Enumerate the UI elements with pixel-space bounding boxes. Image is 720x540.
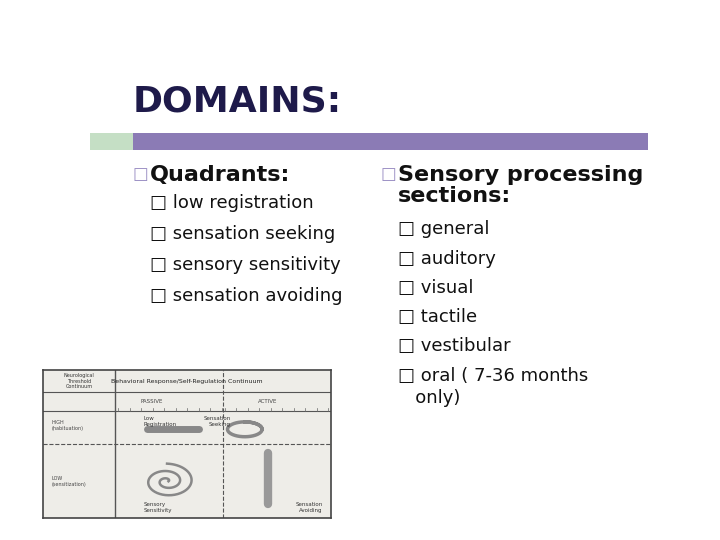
Text: □ visual: □ visual bbox=[397, 279, 473, 297]
Text: PASSIVE: PASSIVE bbox=[140, 399, 163, 404]
Text: LOW
(sensitization): LOW (sensitization) bbox=[52, 476, 86, 487]
Text: Low
Registration: Low Registration bbox=[144, 416, 177, 427]
Text: □ sensory sensitivity: □ sensory sensitivity bbox=[150, 256, 341, 274]
FancyBboxPatch shape bbox=[90, 132, 132, 150]
Text: □ general: □ general bbox=[397, 220, 489, 238]
Text: □ vestibular: □ vestibular bbox=[397, 338, 510, 355]
Text: Sensory processing: Sensory processing bbox=[397, 165, 643, 185]
Text: □ tactile: □ tactile bbox=[397, 308, 477, 326]
Text: Quadrants:: Quadrants: bbox=[150, 165, 290, 185]
Text: DOMAINS:: DOMAINS: bbox=[132, 85, 342, 119]
Text: Sensation
Avoiding: Sensation Avoiding bbox=[295, 502, 323, 513]
Text: Sensory
Sensitivity: Sensory Sensitivity bbox=[144, 502, 173, 513]
Text: HIGH
(habituation): HIGH (habituation) bbox=[52, 420, 84, 431]
Text: □: □ bbox=[132, 165, 148, 183]
Text: □: □ bbox=[381, 165, 397, 183]
Text: Neurological
Threshold
Continuum: Neurological Threshold Continuum bbox=[64, 373, 94, 389]
Text: Sensation
Seeking: Sensation Seeking bbox=[203, 416, 230, 427]
Text: □ sensation seeking: □ sensation seeking bbox=[150, 225, 335, 243]
FancyBboxPatch shape bbox=[132, 132, 648, 150]
Text: sections:: sections: bbox=[397, 186, 511, 206]
Text: □ oral ( 7-36 months
   only): □ oral ( 7-36 months only) bbox=[397, 367, 588, 407]
Text: □ sensation avoiding: □ sensation avoiding bbox=[150, 287, 342, 305]
Text: ACTIVE: ACTIVE bbox=[258, 399, 277, 404]
Text: □ auditory: □ auditory bbox=[397, 249, 495, 268]
Text: □ low registration: □ low registration bbox=[150, 194, 313, 212]
Text: Behavioral Response/Self-Regulation Continuum: Behavioral Response/Self-Regulation Cont… bbox=[112, 379, 263, 383]
